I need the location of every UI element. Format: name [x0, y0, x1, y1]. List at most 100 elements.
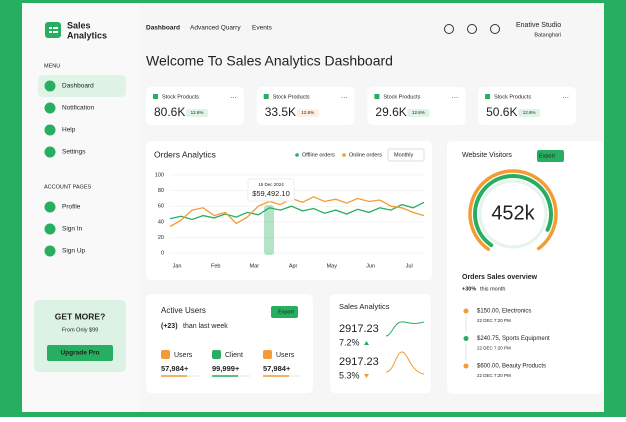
chart-title: Orders Analytics — [154, 149, 216, 159]
overview-change: +30% — [462, 286, 476, 292]
x-tick-label: Feb — [211, 263, 220, 269]
stat-menu: … — [562, 93, 569, 100]
user-name: Enative Studio — [516, 22, 561, 29]
account-item[interactable]: Sign In — [62, 226, 83, 233]
stat-icon — [153, 94, 158, 99]
active-suffix: than last week — [183, 323, 228, 330]
user-icon — [263, 350, 272, 359]
menu-item[interactable]: Settings — [62, 149, 86, 156]
promo-button-label[interactable]: Upgrade Pro — [60, 350, 99, 357]
period-select[interactable] — [387, 148, 425, 162]
stat-menu: … — [230, 93, 237, 100]
card — [146, 141, 432, 280]
stat-badge-label: 12.6% — [191, 110, 204, 115]
sales-arrow — [364, 374, 369, 378]
account-item[interactable]: Sign Up — [62, 248, 86, 255]
export-button[interactable] — [271, 306, 298, 318]
sales-change: 7.2% — [339, 337, 360, 347]
export-button[interactable] — [537, 150, 564, 162]
user-value: 57,984+ — [161, 364, 189, 373]
promo-button[interactable] — [47, 345, 113, 361]
x-tick-label: Jan — [173, 263, 182, 269]
user-icon — [212, 350, 221, 359]
nav-icon[interactable] — [467, 24, 477, 34]
timeline-date: 22 DEC 7:20 PM — [477, 373, 511, 378]
stat-value: 29.6K — [375, 105, 406, 119]
user-label: Client — [225, 352, 243, 359]
account-icon[interactable] — [44, 245, 56, 257]
account-icon[interactable] — [44, 201, 56, 213]
nav-tab[interactable]: Dashboard — [146, 25, 180, 32]
y-tick-label: 80 — [158, 188, 164, 194]
account-title: ACCOUNT PAGES — [44, 184, 91, 190]
active-title: Active Users — [161, 306, 206, 315]
timeline-icon — [463, 336, 469, 341]
menu-title: MENU — [44, 63, 60, 69]
card — [478, 87, 577, 125]
user-value: 57,984+ — [263, 364, 291, 373]
menu-item[interactable]: Help — [62, 127, 76, 134]
period-label[interactable]: Monthly — [394, 152, 414, 158]
timeline-date: 22 DEC 7:20 PM — [477, 318, 511, 323]
promo-title: GET MORE? — [55, 311, 106, 321]
nav-icon[interactable] — [444, 24, 454, 34]
stat-badge-label: 12.6% — [301, 110, 314, 115]
menu-item[interactable]: Dashboard — [62, 83, 94, 90]
overview-title: Orders Sales overview — [462, 274, 538, 281]
export-label[interactable]: Export — [278, 309, 294, 315]
stat-menu: … — [341, 93, 348, 100]
logo-glyph — [49, 31, 52, 33]
sparkline — [385, 351, 425, 375]
x-tick-label: May — [327, 263, 338, 269]
sales-value: 2917.23 — [339, 356, 379, 368]
card — [447, 141, 603, 394]
tooltip-date: 15 Dec 2024 — [258, 182, 284, 187]
stat-menu: … — [451, 93, 458, 100]
nav-tab[interactable]: Events — [252, 25, 273, 32]
gauge-ring — [473, 174, 553, 254]
nav-icon[interactable] — [490, 24, 500, 34]
line-series — [169, 201, 425, 221]
logo — [45, 22, 61, 38]
y-tick-label: 60 — [158, 204, 164, 210]
menu-icon[interactable] — [44, 102, 56, 114]
account-item[interactable]: Profile — [62, 204, 81, 211]
stat-value: 50.6K — [486, 105, 517, 119]
logo-glyph — [49, 27, 52, 29]
stat-badge-label: 12.6% — [412, 110, 425, 115]
timeline-title: $600.00, Beauty Products — [477, 364, 546, 370]
x-tick-label: Apr — [289, 263, 298, 269]
timeline-title: $150.00, Electronics — [477, 309, 531, 315]
nav-tab[interactable]: Advanced Quarry — [190, 25, 241, 32]
promo-subtitle: From Only $99 — [62, 327, 98, 333]
stat-label: Stock Products — [494, 94, 531, 100]
export-label[interactable]: Export — [539, 153, 555, 159]
card — [330, 294, 431, 393]
stat-label: Stock Products — [162, 94, 199, 100]
active-item — [38, 75, 126, 97]
menu-icon[interactable] — [44, 80, 56, 92]
brand: Sales — [67, 20, 91, 30]
stat-badge — [296, 109, 319, 117]
page-title: Welcome To Sales Analytics Dashboard — [146, 53, 393, 69]
user-location: Batanghari — [534, 32, 561, 38]
stat-value: 80.6K — [154, 105, 185, 119]
visitors-value: 452k — [491, 202, 535, 224]
legend-label: Online orders — [349, 152, 382, 158]
card — [367, 87, 466, 125]
card — [256, 87, 355, 125]
account-icon[interactable] — [44, 223, 56, 235]
user-value: 99,999+ — [212, 364, 240, 373]
line-series — [169, 196, 425, 228]
legend-label: Offline orders — [302, 152, 335, 158]
sales-value: 2917.23 — [339, 323, 379, 335]
timeline-title: $240.75, Sports Equipment — [477, 336, 550, 342]
timeline-icon — [463, 308, 469, 314]
menu-item[interactable]: Notification — [62, 105, 95, 112]
y-tick-label: 40 — [158, 219, 164, 225]
visitors-title: Website Visitors — [462, 152, 512, 159]
menu-icon[interactable] — [44, 124, 56, 136]
brand: Analytics — [67, 30, 107, 40]
stat-badge — [518, 109, 541, 117]
menu-icon[interactable] — [44, 146, 56, 158]
